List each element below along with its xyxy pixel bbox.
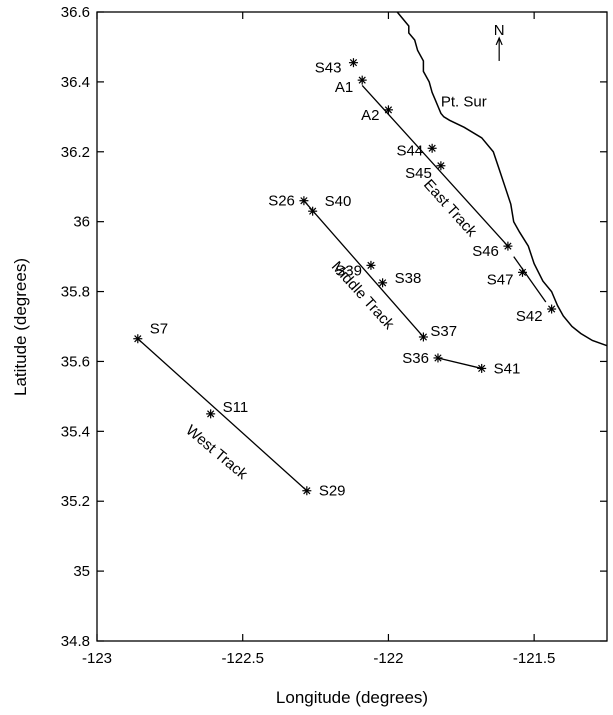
station-label: S46	[472, 243, 499, 260]
station-label: S11	[223, 399, 249, 416]
y-tick-label: 35.2	[61, 493, 90, 510]
station-label: A1	[335, 79, 353, 96]
y-tick-label: 36.4	[61, 74, 90, 91]
station-marker	[436, 161, 446, 171]
station-marker	[383, 105, 393, 115]
station-label: S36	[402, 350, 429, 367]
y-tick-label: 35.4	[61, 423, 90, 440]
station-marker	[133, 334, 143, 344]
station-label: S41	[494, 360, 521, 377]
station-label: S37	[430, 323, 457, 340]
north-label: N	[494, 22, 505, 39]
station-marker	[308, 206, 318, 216]
station-label: S42	[516, 308, 543, 325]
station-marker	[206, 409, 216, 419]
station-marker	[357, 75, 367, 85]
y-tick-label: 36.2	[61, 144, 90, 161]
station-marker	[302, 486, 312, 496]
station-label: S44	[396, 142, 423, 159]
station-label: S43	[315, 60, 342, 77]
station-label: S39	[335, 262, 362, 279]
station-marker	[433, 353, 443, 363]
station-marker	[299, 196, 309, 206]
track-line	[437, 357, 482, 370]
station-label: S7	[150, 321, 168, 338]
station-marker	[366, 260, 376, 270]
track-line	[513, 256, 547, 303]
station-label: S38	[395, 270, 422, 287]
station-label: S45	[405, 165, 432, 182]
north-arrow-icon	[495, 36, 503, 61]
x-tick-label: -122.5	[221, 650, 264, 667]
x-tick-label: -122	[373, 650, 403, 667]
station-label: S40	[325, 193, 352, 210]
x-tick-label: -121.5	[513, 650, 556, 667]
axes-layer: -123 -122.5 -122 -121.5 34.8 35 35.2 35.4 35.6 35…	[61, 4, 607, 667]
stations-layer: S43 A1 A2 S44 S45 S26 S40 S39 S38 S46 S47 S42 S37S36…	[133, 58, 557, 500]
track-line	[137, 338, 308, 492]
y-tick-label: 35	[73, 563, 90, 580]
station-marker	[418, 332, 428, 342]
track-line	[303, 200, 424, 338]
station-marker	[427, 143, 437, 153]
station-marker	[378, 278, 388, 288]
station-marker	[547, 304, 557, 314]
x-tick-label: -123	[82, 650, 112, 667]
y-tick-label: 36.6	[61, 4, 90, 21]
coastline	[396, 11, 608, 347]
coastline-layer	[396, 11, 608, 347]
y-tick-label: 34.8	[61, 633, 90, 650]
station-marker	[348, 58, 358, 68]
y-tick-label: 35.6	[61, 353, 90, 370]
plot-frame	[96, 11, 608, 642]
station-marker	[477, 363, 487, 373]
station-label: A2	[361, 107, 379, 124]
station-marker	[503, 241, 513, 251]
station-label: S26	[268, 193, 295, 210]
place-label: Pt. Sur	[441, 93, 487, 110]
station-label: S47	[487, 271, 514, 288]
station-marker	[517, 267, 527, 277]
station-label: S29	[319, 483, 346, 500]
x-axis-title: Longitude (degrees)	[276, 688, 428, 707]
y-axis-title: Latitude (degrees)	[11, 258, 30, 396]
y-tick-label: 36	[73, 214, 90, 231]
track-label: East Track	[420, 176, 480, 240]
y-tick-label: 35.8	[61, 284, 90, 301]
